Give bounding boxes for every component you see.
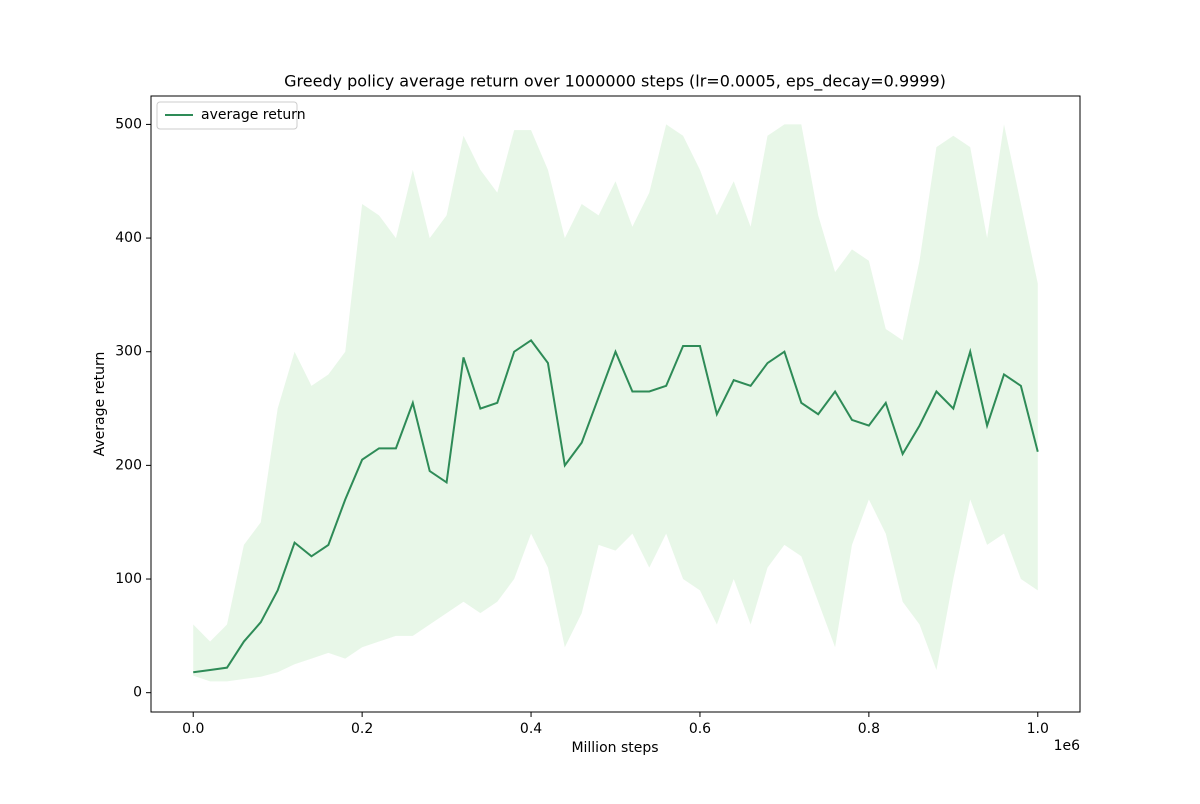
legend-label: average return <box>201 107 306 123</box>
x-axis-label: Million steps <box>571 740 658 756</box>
x-tick-label: 1.0 <box>1027 721 1049 737</box>
y-tick-label: 100 <box>115 571 142 587</box>
x-tick-label: 0.0 <box>182 721 204 737</box>
confidence-band <box>193 124 1038 682</box>
x-offset-label: 1e6 <box>1054 738 1081 754</box>
x-tick-label: 0.4 <box>520 721 542 737</box>
y-tick-label: 400 <box>115 230 142 246</box>
line <box>193 338 1039 674</box>
legend-box <box>156 101 298 130</box>
x-tick-label: 0.8 <box>858 721 880 737</box>
x-tick-label: 0.6 <box>689 721 711 737</box>
plot-frame <box>150 95 1081 713</box>
y-tick-label: 500 <box>115 116 142 132</box>
y-tick-label: 200 <box>115 457 142 473</box>
y-axis-label: Average return <box>92 352 108 457</box>
chart-title: Greedy policy average return over 100000… <box>284 72 946 92</box>
y-tick-label: 300 <box>115 344 142 360</box>
y-tick-label: 0 <box>133 685 142 701</box>
x-tick-label: 0.2 <box>351 721 373 737</box>
